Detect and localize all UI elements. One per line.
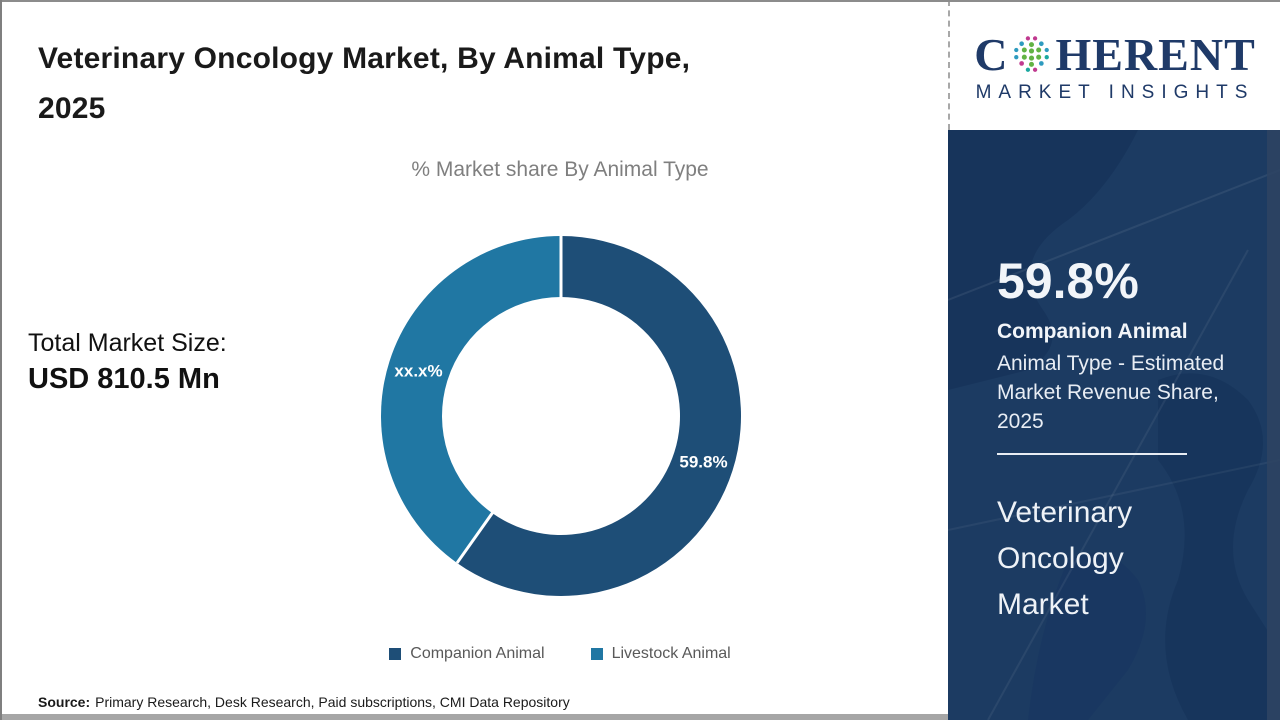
total-market-size: Total Market Size: USD 810.5 Mn [28, 326, 227, 398]
top-border [0, 0, 1280, 2]
panel-edge-band [1267, 130, 1280, 720]
donut-slice-1 [381, 236, 561, 563]
left-border [0, 0, 2, 720]
coherent-globe-icon [1014, 35, 1050, 72]
chart-subtitle: % Market share By Animal Type [411, 158, 709, 181]
page-title-line2: 2025 [38, 92, 106, 125]
legend-item-livestock-animal: Livestock Animal [590, 645, 731, 663]
source-label: Source: [38, 694, 91, 710]
brand-logo-wordmark: C HERENT [974, 27, 1256, 78]
logo-letters-herent: HERENT [1055, 28, 1256, 80]
chart-legend: Companion Animal Livestock Animal [260, 645, 860, 663]
page-title: Veterinary Oncology Market, By Animal Ty… [38, 34, 898, 134]
donut-slice-0 [457, 236, 741, 596]
stat-description: Animal Type - Estimated Market Revenue S… [997, 352, 1225, 433]
main-content: Veterinary Oncology Market, By Animal Ty… [28, 34, 898, 710]
legend-label-livestock: Livestock Animal [611, 645, 731, 662]
sidebar-panel: 59.8% Companion Animal Animal Type - Est… [948, 130, 1280, 720]
stat-segment-name: Companion Animal [997, 320, 1188, 343]
source-text: Primary Research, Desk Research, Paid su… [95, 694, 570, 710]
donut-chart: 59.8% xx.x% [379, 234, 743, 598]
panel-divider [997, 453, 1187, 455]
legend-swatch-livestock-icon [590, 648, 603, 660]
total-market-label: Total Market Size: [28, 329, 227, 357]
logo-letter-c: C [974, 28, 1009, 80]
legend-item-companion-animal: Companion Animal [389, 645, 545, 663]
source-line: Source: Primary Research, Desk Research, … [38, 694, 570, 710]
market-name: Veterinary Oncology Market [997, 496, 1133, 621]
stat-value: 59.8% [997, 253, 1139, 309]
brand-logo-tagline: MARKET INSIGHTS [975, 81, 1255, 103]
sidebar: C HERENT MARKET INSIGHTS [948, 0, 1280, 720]
bottom-strip [0, 714, 948, 720]
slice-separator [455, 510, 495, 564]
donut-chart-svg: 59.8% xx.x% [381, 236, 741, 596]
legend-swatch-companion-icon [389, 648, 402, 660]
page-title-line1: Veterinary Oncology Market, By Animal Ty… [38, 42, 691, 75]
slice-value-label-1: xx.x% [394, 362, 442, 381]
total-market-value: USD 810.5 Mn [28, 363, 220, 395]
world-map-texture [948, 130, 1280, 720]
brand-logo: C HERENT MARKET INSIGHTS [948, 0, 1280, 130]
slice-value-label-0: 59.8% [679, 452, 727, 471]
legend-label-companion: Companion Animal [410, 645, 545, 662]
